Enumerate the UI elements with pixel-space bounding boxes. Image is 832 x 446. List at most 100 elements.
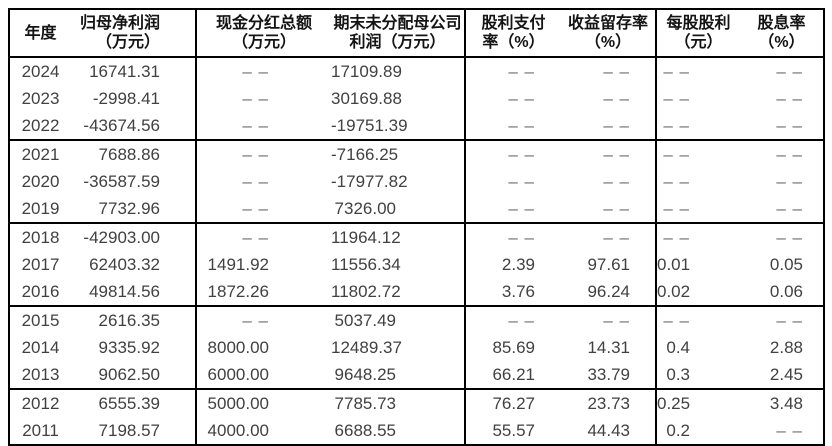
year-cell: 2022 [21,116,60,135]
dividend-per-share-cell: 0.02 [657,282,691,301]
column-header-line: 现金分红总额 [215,15,312,32]
net-profit-cell: 6555.39 [71,388,197,417]
dividend-yield-cell: 2.88 [769,338,803,357]
dividend-yield-cell: – – [776,89,803,108]
dividend-payout-ratio-cell: 76.27 [465,388,561,417]
cash-dividend-total-cell: 8000.00 [207,338,269,357]
year-cell: 2020 [21,172,60,191]
undistributed-parent-profit-cell: 11964.12 [331,222,466,251]
dividend-payout-ratio-cell: – – [508,199,535,218]
year-cell: 2021 [9,139,71,168]
cash-dividend-total-cell: 6000.00 [207,365,269,384]
table-row: 2018 -42903.00– –11964.12– – – – – – – – [9,222,824,251]
dividend-per-share-cell: 0.2 [666,421,690,440]
earnings-retention-ratio-cell: – – [561,85,657,112]
net-profit-cell: 2616.35 [71,305,197,334]
year-cell: 2012 [9,388,71,417]
table-row: 2024 16741.31– –17109.89– – – – – – – – [9,56,824,85]
dividend-per-share-cell: – – [663,199,690,218]
table-header: 年度 归母净利润 （万元） 现金分红总额 （万元） 期末未分配母公司 利润（万元） 股利支付率… [9,9,824,58]
cash-dividend-total-cell: 5000.00 [196,388,331,417]
net-profit-cell: 9062.50 [71,361,197,389]
net-profit-cell: 7732.96 [71,195,197,223]
dividend-payout-ratio-cell: 66.21 [492,365,535,384]
undistributed-parent-profit-cell: 7326.00 [331,195,466,223]
table-row: 2019 7732.96 – – 7326.00 – – – – – – – – [9,195,824,223]
net-profit-cell: 9335.92 [71,334,197,361]
earnings-retention-ratio-cell: 96.24 [561,278,657,306]
table-row: 2020 -36587.59 – – -17977.82 – – – – – – – – [9,168,824,195]
dividend-per-share-cell: – – [656,305,740,334]
year-cell: 2017 [21,255,60,274]
dividend-payout-ratio-cell: – – [508,89,535,108]
table-row: 2013 9062.50 6000.00 9648.25 66.21 33.79 0.3 2.… [9,361,824,389]
dividend-per-share-cell: 0.4 [666,338,690,357]
undistributed-parent-profit-cell: 17109.89 [331,56,466,85]
undistributed-parent-profit-cell: 9648.25 [331,361,466,389]
column-header-line: （万元） [95,34,160,51]
table-row: 2014 9335.92 8000.00 12489.37 85.69 14.31 0.4 2… [9,334,824,361]
dividend-payout-ratio-cell: 2.39 [501,255,535,274]
dividend-yield-cell: 3.48 [740,388,824,417]
year-cell: 2019 [21,199,60,218]
column-header-line: （万元） [231,34,296,51]
column-header-line: 股利支付 [481,15,546,32]
column-header-line: 年度 [24,24,57,42]
dividend-payout-ratio-cell: – – [465,222,561,251]
year-cell: 2018 [9,222,71,251]
table-row: 2012 6555.39 5000.00 7785.73 76.27 23.73 0.25 3… [9,388,824,417]
table-row: 2023 -2998.41 – – 30169.88 – – – – – – – – [9,85,824,112]
undistributed-parent-profit-cell: 6688.55 [331,417,466,445]
undistributed-parent-profit-cell: 11802.72 [331,278,466,306]
earnings-retention-ratio-cell: – – [561,222,657,251]
undistributed-parent-profit-cell: 30169.88 [331,85,466,112]
net-profit-cell: -43674.56 [71,112,197,140]
dividend-table-container: 年度 归母净利润 （万元） 现金分红总额 （万元） 期末未分配母公司 利润（万元） 股利支付率… [8,8,825,446]
dividend-yield-cell: 0.05 [769,255,803,274]
column-header-earnings-retention-ratio: 收益留存率 （%） [561,9,657,58]
earnings-retention-ratio-cell: 14.31 [561,334,657,361]
earnings-retention-ratio-cell: – – [561,168,657,195]
column-header-dividend-yield: 股息率 （%） [740,9,824,58]
cash-dividend-total-cell: – – [242,199,269,218]
dividend-payout-ratio-cell: 85.69 [492,338,535,357]
undistributed-parent-profit-cell: -7166.25 [331,139,466,168]
dividend-per-share-cell: – – [656,56,740,85]
earnings-retention-ratio-cell: – – [561,305,657,334]
year-cell: 2016 [21,282,60,301]
dividend-yield-cell: – – [776,199,803,218]
dividend-per-share-cell: – – [663,116,690,135]
year-cell: 2011 [22,421,59,440]
cash-dividend-total-cell: – – [196,139,331,168]
dividend-payout-ratio-cell: 3.76 [501,282,535,301]
undistributed-parent-profit-cell: -17977.82 [331,168,466,195]
column-header-line: 收益留存率 [567,15,648,32]
row-group: 2021 7688.86– – -7166.25– – – – – – – –2020 -3… [9,139,824,223]
undistributed-parent-profit-cell: 11556.34 [331,251,466,278]
net-profit-cell: 62403.32 [71,251,197,278]
table-row: 2017 62403.32 1491.92 11556.34 2.39 97.61 0.01… [9,251,824,278]
undistributed-parent-profit-cell: 5037.49 [331,305,466,334]
earnings-retention-ratio-cell: 44.43 [561,417,657,445]
dividend-per-share-cell: – – [663,172,690,191]
year-cell: 2014 [21,338,60,357]
dividend-payout-ratio-cell: – – [508,116,535,135]
table-row: 2015 2616.35– –5037.49– – – – – – – – [9,305,824,334]
row-group: 2018 -42903.00– –11964.12– – – – – – – – 2017… [9,222,824,306]
dividend-yield-cell: – – [776,421,803,440]
cash-dividend-total-cell: – – [196,305,331,334]
header-row: 年度 归母净利润 （万元） 现金分红总额 （万元） 期末未分配母公司 利润（万元） 股利支付率… [9,9,824,58]
column-header-line: （元） [674,34,723,51]
column-header-line: 期末未分配母公司 [333,15,462,32]
dividend-payout-ratio-cell: – – [465,305,561,334]
undistributed-parent-profit-cell: 7785.73 [331,388,466,417]
year-cell: 2015 [9,305,71,334]
earnings-retention-ratio-cell: – – [561,56,657,85]
earnings-retention-ratio-cell: 97.61 [561,251,657,278]
table-row: 2011 7198.57 4000.00 6688.55 55.57 44.43 0.2 – … [9,417,824,445]
column-header-line: 利润（万元） [349,34,446,51]
year-cell: 2023 [21,89,60,108]
cash-dividend-total-cell: – – [196,56,331,85]
earnings-retention-ratio-cell: 33.79 [561,361,657,389]
